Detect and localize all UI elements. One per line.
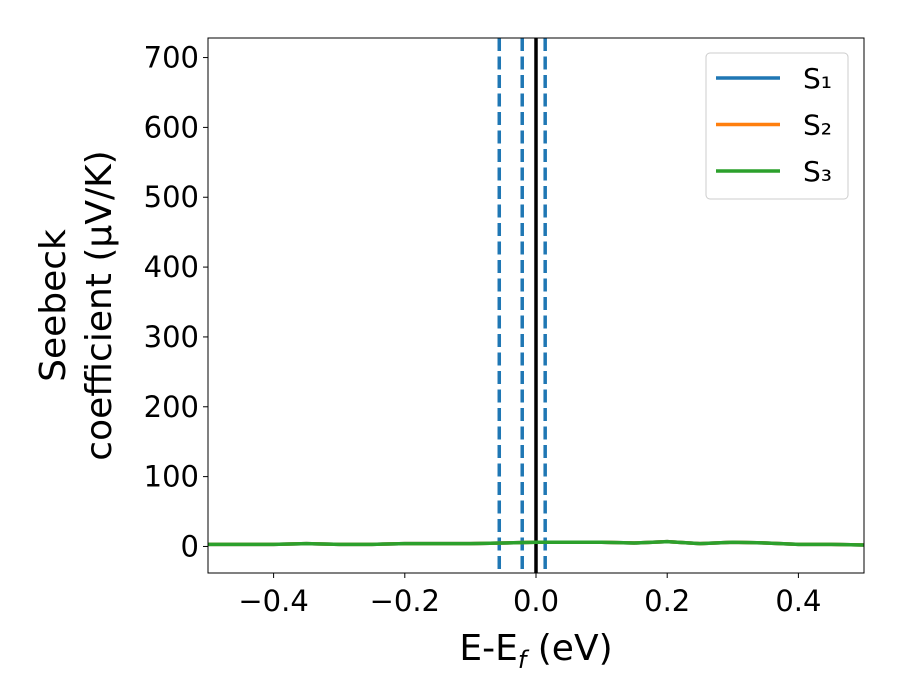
- series-line: [208, 539, 864, 547]
- y-tick-label: 200: [144, 390, 199, 424]
- legend-label: S₃: [803, 155, 832, 188]
- x-tick-label: 0.2: [644, 584, 690, 618]
- plot-area: [208, 38, 864, 573]
- plot-frame: [207, 37, 865, 574]
- y-tick-label: 700: [144, 41, 199, 75]
- legend-label: S₂: [803, 109, 832, 142]
- y-tick-label: 100: [144, 460, 199, 494]
- y-tick-label: 600: [144, 110, 199, 144]
- x-tick-label: 0.0: [513, 584, 559, 618]
- y-tick-label: 300: [144, 320, 199, 354]
- x-tick-label: −0.2: [370, 584, 440, 618]
- y-axis-label: coefficient (μV/K): [79, 150, 120, 460]
- y-tick-label: 400: [144, 250, 199, 284]
- x-tick-label: −0.4: [238, 584, 308, 618]
- x-axis-label-part: E-E: [459, 628, 517, 669]
- x-axis-label-part: (eV): [526, 628, 612, 669]
- x-axis-label: E-Ef (eV): [459, 628, 612, 674]
- legend-label: S₁: [803, 62, 832, 95]
- y-axis-label: Seebeck: [33, 229, 74, 382]
- y-tick-label: 500: [144, 180, 199, 214]
- y-tick-label: 0: [181, 529, 199, 563]
- x-tick-label: 0.4: [775, 584, 821, 618]
